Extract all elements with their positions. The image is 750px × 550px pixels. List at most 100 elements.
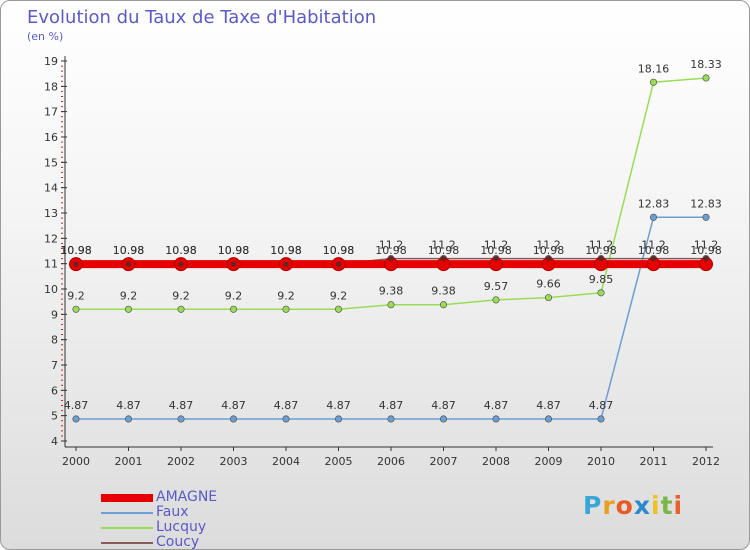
y-tick-label: 15: [44, 156, 58, 169]
axes: 4 5 6 7 8 9 10 11 12 13 14 15 16 17 18 19 2000 2001 2002 20…: [44, 55, 720, 468]
data-label-amagne: 10.98: [60, 244, 92, 257]
legend-swatch-amagne: [101, 494, 153, 502]
data-label-coucy: 10.98: [218, 244, 250, 257]
data-label-faux: 4.87: [64, 399, 89, 412]
data-label-lucquy: 9.2: [225, 289, 243, 302]
legend-swatch-coucy: [101, 542, 153, 544]
data-label-lucquy: 9.2: [277, 289, 295, 302]
data-label-amagne: 10.98: [218, 244, 250, 257]
data-label-lucquy: 9.38: [379, 285, 404, 298]
x-tick-label: 2001: [115, 455, 143, 468]
chart-title: Evolution du Taux de Taxe d'Habitation: [27, 7, 377, 28]
y-tick-label: 9: [51, 308, 58, 321]
data-point-faux: [649, 213, 658, 221]
logo-letter: t: [660, 491, 674, 520]
logo-letter: P: [583, 491, 603, 520]
data-label-coucy: 10.98: [113, 244, 145, 257]
data-label-faux: 4.87: [379, 399, 404, 412]
data-point-coucy-overlay: [230, 261, 237, 267]
data-point-faux: [597, 415, 605, 423]
data-point-lucquy: [544, 294, 553, 302]
data-point-coucy-overlay: [335, 261, 342, 267]
data-point-coucy-overlay: [598, 256, 604, 262]
legend-label-coucy: Coucy: [156, 534, 200, 550]
data-label-lucquy: 18.16: [638, 62, 670, 75]
data-label-lucquy: 18.33: [690, 58, 722, 71]
y-tick-label: 16: [44, 131, 58, 144]
data-label-amagne: 10.98: [165, 244, 197, 257]
data-point-faux: [282, 415, 290, 423]
data-label-amagne: 10.98: [323, 244, 355, 257]
logo-letter: o: [615, 491, 634, 520]
logo-letter: i: [673, 491, 684, 520]
data-label-faux: 4.87: [536, 399, 561, 412]
data-point-coucy-overlay: [545, 256, 552, 262]
data-label-coucy: 10.98: [323, 244, 355, 257]
y-tick-label: 10: [44, 283, 58, 296]
data-label-coucy: 11.2: [641, 239, 666, 252]
data-label-lucquy: 9.85: [589, 273, 614, 286]
data-label-faux: 4.87: [484, 399, 509, 412]
x-tick-label: 2000: [62, 455, 90, 468]
x-tick-label: 2003: [220, 455, 248, 468]
logo-letter: x: [633, 491, 651, 520]
data-point-lucquy: [72, 305, 80, 313]
data-label-lucquy: 9.2: [67, 289, 85, 302]
data-label-amagne: 10.98: [428, 244, 460, 257]
x-tick-label: 2012: [692, 455, 720, 468]
y-tick-label: 4: [51, 435, 58, 448]
data-point-coucy-overlay: [125, 261, 132, 267]
data-point-faux: [492, 415, 500, 423]
data-point-faux: [387, 415, 395, 423]
data-point-lucquy: [334, 305, 343, 313]
data-point-faux: [544, 415, 553, 423]
data-label-coucy: 10.98: [60, 244, 92, 257]
y-tick-label: 19: [44, 55, 58, 68]
y-tick-label: 12: [44, 232, 58, 245]
y-tick-label: 13: [44, 207, 58, 220]
data-point-coucy-overlay: [178, 261, 184, 267]
data-label-faux: 4.87: [169, 399, 194, 412]
data-point-coucy-overlay: [73, 261, 79, 267]
legend-label-lucquy: Lucquy: [156, 519, 207, 535]
data-label-lucquy: 9.57: [484, 280, 509, 293]
legend-swatch-lucquy: [101, 527, 153, 529]
data-point-lucquy: [597, 289, 605, 297]
x-tick-label: 2008: [482, 455, 510, 468]
data-label-amagne: 10.98: [533, 244, 565, 257]
y-tick-label: 17: [44, 106, 58, 119]
data-point-faux: [439, 415, 448, 423]
data-label-lucquy: 9.2: [120, 289, 138, 302]
data-point-coucy-overlay: [283, 261, 289, 267]
data-label-lucquy: 9.38: [431, 285, 456, 298]
y-tick-label: 7: [51, 359, 58, 372]
data-label-faux: 4.87: [431, 399, 456, 412]
data-point-lucquy: [702, 74, 710, 82]
data-point-coucy-overlay: [388, 256, 394, 262]
data-label-faux: 4.87: [221, 399, 246, 412]
data-label-amagne: 10.98: [113, 244, 145, 257]
proxiti-logo: Proxiti: [583, 491, 683, 520]
data-label-amagne: 10.98: [585, 244, 617, 257]
data-point-coucy-overlay: [493, 256, 499, 262]
data-label-coucy: 11.2: [379, 239, 404, 252]
logo-letter: i: [651, 491, 661, 520]
x-tick-label: 2011: [640, 455, 668, 468]
data-label-lucquy: 9.2: [172, 289, 190, 302]
data-label-amagne: 10.98: [638, 244, 670, 257]
legend-label-faux: Faux: [156, 504, 189, 520]
data-labels-layer: 4.87 4.87 4.87 4.87 4.87 4.87 4.87 4.87 4.87 4.87…: [60, 58, 722, 412]
logo-letter: r: [602, 491, 616, 520]
data-point-faux: [334, 415, 343, 423]
x-tick-label: 2010: [587, 455, 615, 468]
data-label-amagne: 10.98: [480, 244, 512, 257]
data-point-lucquy: [492, 296, 500, 304]
data-point-coucy-overlay: [703, 256, 709, 262]
data-label-coucy: 11.2: [589, 239, 614, 252]
legend-swatch-faux: [101, 512, 153, 514]
x-tick-label: 2006: [377, 455, 405, 468]
data-point-faux: [124, 415, 133, 423]
x-tick-label: 2004: [272, 455, 300, 468]
y-tick-label: 18: [44, 80, 58, 93]
